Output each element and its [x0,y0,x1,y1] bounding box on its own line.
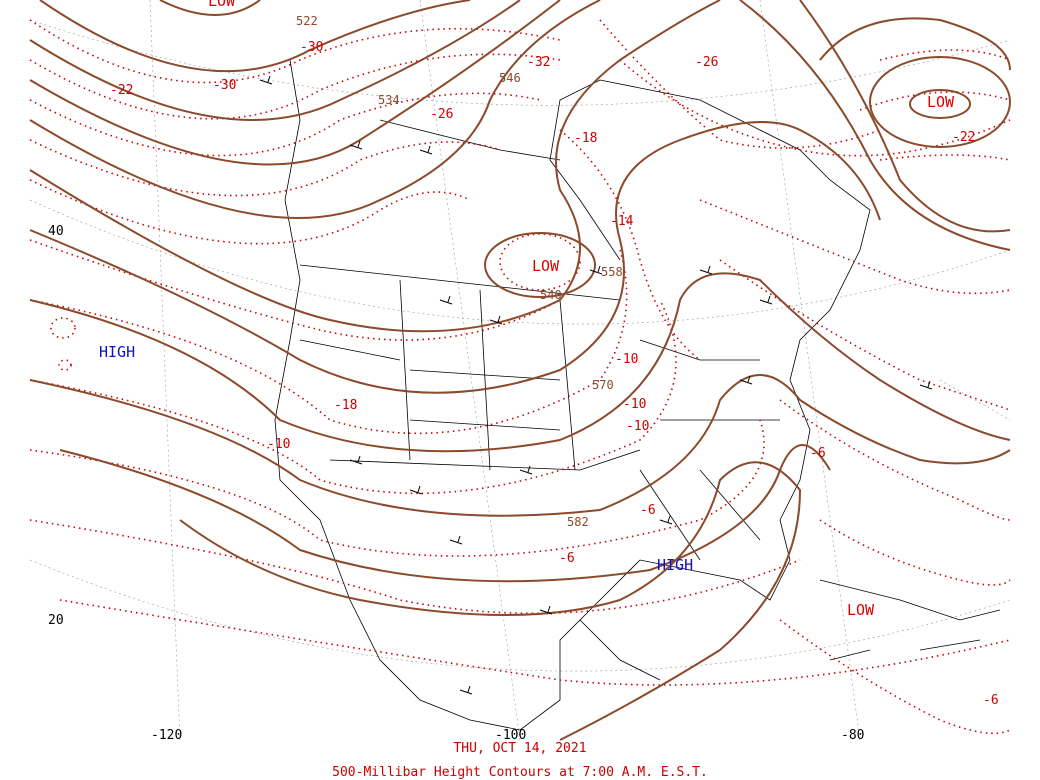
temperature-label: -32 [527,55,551,70]
height-contours [29,0,1011,741]
height-label: 546 [499,71,521,85]
height-label: 558 [601,265,623,279]
temperature-isotherms [29,19,1011,735]
temperature-label: -6 [559,551,575,566]
longitude-label: -80 [841,728,865,743]
latitude-label: 20 [48,613,64,628]
temperature-label: -18 [574,131,598,146]
temperature-label: -10 [267,437,291,452]
temperature-label: -30 [300,40,324,55]
temperature-label: -26 [430,107,454,122]
temperature-label: -10 [623,397,647,412]
latitude-label: 40 [48,224,64,239]
low-pressure-label: LOW [208,0,236,10]
low-pressure-label: LOW [847,601,875,619]
high-pressure-label: HIGH [99,343,136,361]
map-date: THU, OCT 14, 2021 [453,741,587,756]
low-pressure-label: LOW [532,257,560,275]
height-label: 540 [540,288,562,302]
graticule [29,0,1011,741]
temperature-label: -14 [610,214,634,229]
temperature-label: -6 [810,446,826,461]
height-label: 534 [378,93,400,107]
temperature-label: -6 [983,693,999,708]
temperature-label: -6 [640,503,656,518]
wind-barbs [259,75,933,695]
map-title: 500-Millibar Height Contours at 7:00 A.M… [332,765,708,780]
temperature-label: -22 [952,130,976,145]
longitude-label: -100 [495,728,527,743]
low-pressure-label: LOW [927,93,955,111]
temperature-label: -18 [334,398,358,413]
height-label: 522 [296,14,318,28]
height-label: 570 [592,378,614,392]
temperature-label: -22 [110,83,134,98]
height-label: 582 [567,515,589,529]
temperature-label: -26 [695,55,719,70]
temperature-label: -30 [213,78,237,93]
high-pressure-label: HIGH [657,556,694,574]
longitude-label: -120 [151,728,183,743]
temperature-label: -10 [615,352,639,367]
temperature-label: -10 [626,419,650,434]
